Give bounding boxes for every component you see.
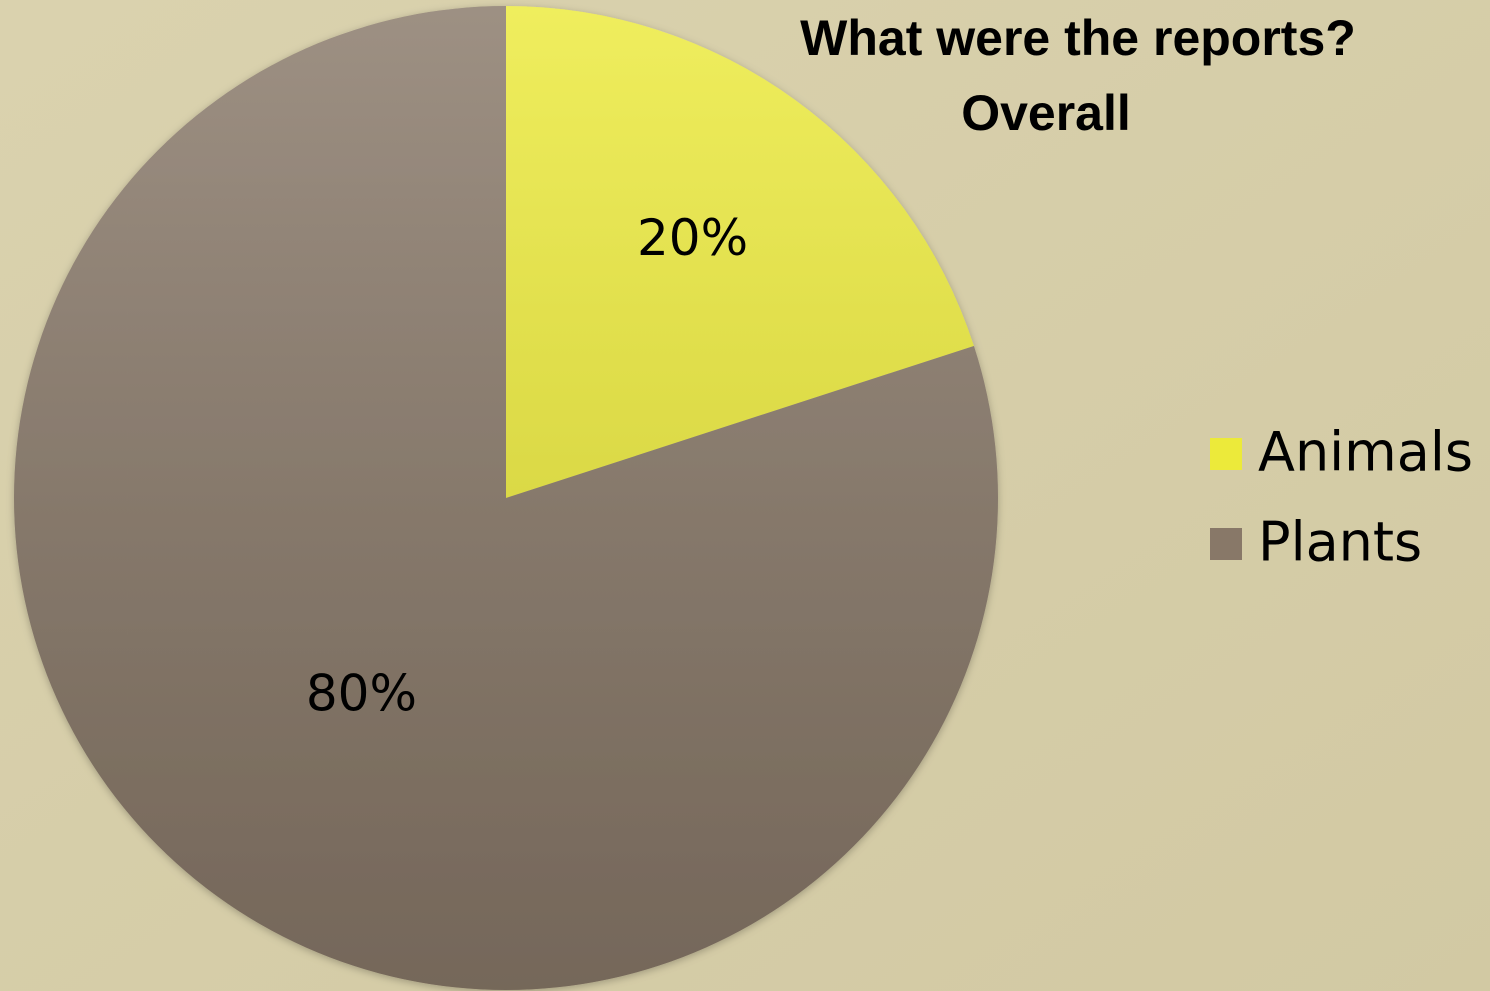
legend-swatch [1210, 528, 1242, 560]
legend-label: Animals [1258, 421, 1473, 484]
data-label: 20% [637, 209, 748, 267]
data-label: 80% [306, 665, 417, 723]
pie [13, 6, 998, 990]
chart-title: What were the reports? [800, 10, 1356, 66]
chart-subtitle: Overall [961, 85, 1131, 141]
legend-swatch [1210, 438, 1242, 470]
legend-label: Plants [1258, 511, 1422, 574]
